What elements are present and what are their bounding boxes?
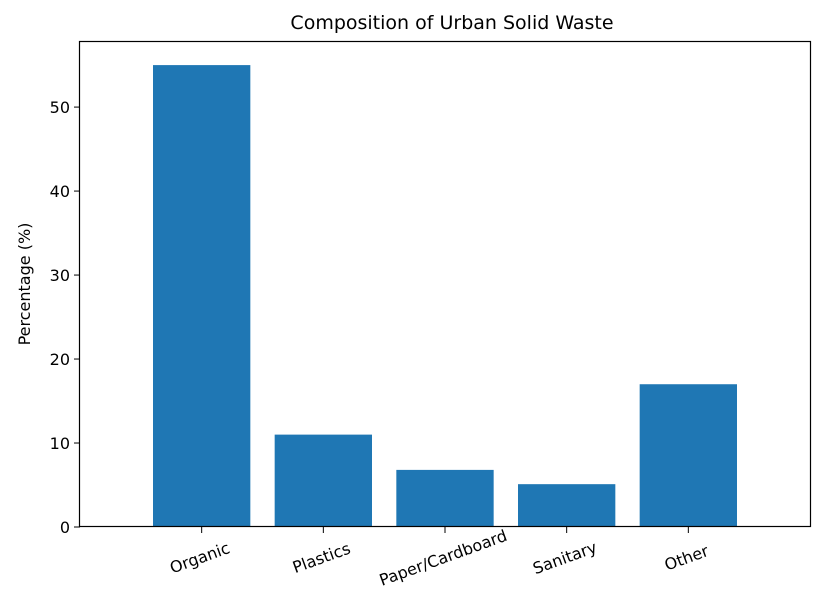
bar-paper-cardboard [396, 469, 494, 527]
y-axis-label: Percentage (%) [15, 223, 34, 346]
bar-other [639, 384, 737, 527]
x-tick-label: Plastics [290, 539, 353, 577]
chart-title: Composition of Urban Solid Waste [290, 12, 613, 34]
bar-organic [153, 65, 251, 527]
x-tick-label: Sanitary [530, 538, 599, 579]
y-tick-label: 10 [50, 434, 70, 453]
y-tick-label: 40 [50, 182, 70, 201]
y-tick-label: 50 [50, 98, 70, 117]
bar-plastics [274, 434, 372, 527]
x-tick-label: Organic [167, 538, 232, 577]
y-tick-label: 30 [50, 266, 70, 285]
bar-sanitary [518, 484, 616, 527]
y-axis-ticks: 0 10 20 30 40 50 [50, 98, 80, 537]
x-axis-ticks: Organic Plastics Paper/Cardboard Sanitary Ot… [167, 526, 711, 590]
bars-group [153, 65, 737, 527]
plot-frame [78, 40, 812, 528]
x-tick-label: Other [662, 541, 712, 575]
y-tick-label: 0 [60, 518, 70, 537]
y-tick-label: 20 [50, 350, 70, 369]
x-tick-label: Paper/Cardboard [377, 526, 510, 590]
